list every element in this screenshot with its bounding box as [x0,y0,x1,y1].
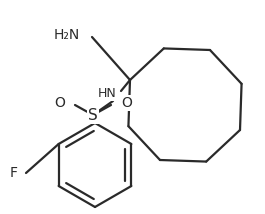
Text: F: F [10,166,18,180]
Text: O: O [121,96,132,110]
Text: HN: HN [98,86,116,100]
Text: O: O [54,96,65,110]
Text: S: S [88,107,98,122]
Text: H₂N: H₂N [54,28,80,42]
